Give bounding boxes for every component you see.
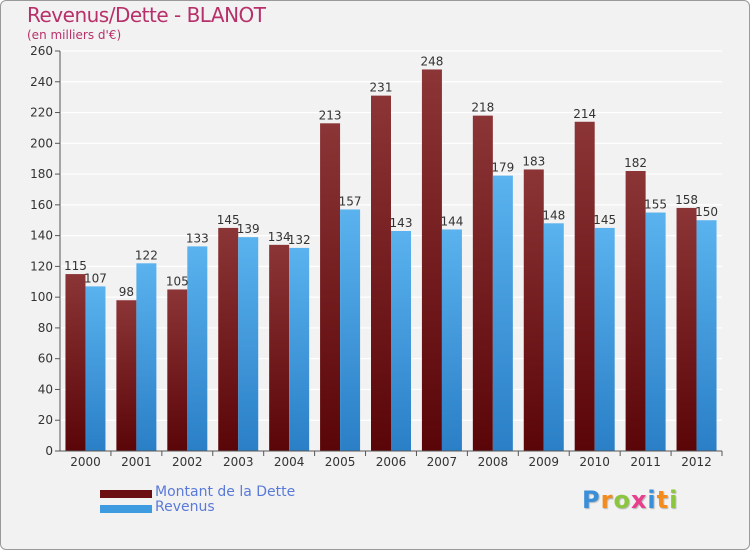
- bar-dette: [574, 121, 595, 452]
- x-tick-label: 2009: [528, 455, 559, 469]
- x-tick-label: 2003: [223, 455, 254, 469]
- bar-dette: [269, 244, 290, 451]
- y-tick-label: 240: [30, 75, 53, 89]
- logo-letter: i: [669, 486, 679, 514]
- logo-letter: P: [582, 486, 601, 514]
- y-tick-label: 0: [45, 444, 53, 458]
- chart-subtitle: (en milliers d'€): [27, 28, 122, 42]
- legend-label-dette: Montant de la Dette: [155, 484, 296, 500]
- chart-title: Revenus/Dette - BLANOT: [27, 3, 266, 27]
- data-label: 145: [217, 213, 240, 227]
- legend-label-revenus: Revenus: [155, 499, 215, 515]
- bar-revenus: [441, 229, 462, 451]
- data-label: 98: [119, 285, 134, 299]
- data-labels: 1151079812210513314513913413221315723114…: [64, 54, 718, 299]
- y-tick-label: 80: [38, 321, 53, 335]
- data-label: 183: [522, 154, 545, 168]
- data-label: 158: [675, 193, 698, 207]
- data-label: 214: [573, 107, 596, 121]
- data-label: 150: [695, 205, 718, 219]
- data-label: 143: [390, 216, 413, 230]
- bar-revenus: [543, 223, 564, 451]
- data-label: 157: [339, 194, 362, 208]
- bar-dette: [371, 95, 391, 451]
- bar-revenus: [136, 263, 157, 451]
- data-label: 115: [64, 259, 87, 273]
- y-tick-label: 60: [38, 352, 53, 366]
- data-label: 122: [135, 248, 158, 262]
- bar-revenus: [340, 209, 361, 451]
- data-label: 134: [268, 230, 291, 244]
- logo-letter: r: [600, 486, 614, 514]
- y-tick-label: 220: [30, 106, 53, 120]
- data-label: 213: [319, 108, 342, 122]
- x-tick-label: 2001: [121, 455, 152, 469]
- bar-dette: [676, 207, 697, 451]
- bar-revenus: [696, 220, 717, 451]
- bar-revenus: [85, 286, 106, 451]
- bar-revenus: [289, 247, 310, 451]
- bar-dette: [625, 171, 646, 451]
- y-tick-label: 20: [38, 413, 53, 427]
- x-tick-label: 2012: [681, 455, 712, 469]
- data-label: 182: [624, 156, 647, 170]
- x-tick-label: 2008: [478, 455, 509, 469]
- bar-dette: [116, 300, 137, 451]
- proxiti-logo: Proxiti: [582, 486, 678, 514]
- x-tick-label: 2007: [427, 455, 458, 469]
- x-tick-label: 2006: [376, 455, 407, 469]
- data-label: 248: [420, 54, 443, 68]
- bars: [65, 69, 717, 452]
- bar-dette: [65, 274, 86, 451]
- logo-letter: o: [613, 486, 631, 514]
- data-label: 107: [84, 271, 107, 285]
- bar-revenus: [594, 227, 615, 451]
- x-tick-label: 2005: [325, 455, 356, 469]
- y-tick-label: 160: [30, 198, 53, 212]
- legend-swatch-revenus: [100, 505, 152, 513]
- bar-revenus: [645, 212, 666, 451]
- bar-revenus: [187, 246, 208, 451]
- x-tick-label: 2011: [630, 455, 661, 469]
- bar-dette: [167, 289, 188, 451]
- y-tick-label: 260: [30, 44, 53, 58]
- y-tick-label: 40: [38, 382, 53, 396]
- y-tick-label: 140: [30, 229, 53, 243]
- data-label: 132: [288, 233, 311, 247]
- legend-swatch-dette: [100, 490, 152, 498]
- bar-dette: [523, 169, 544, 451]
- data-label: 145: [593, 213, 616, 227]
- data-label: 218: [471, 101, 494, 115]
- data-label: 148: [542, 208, 565, 222]
- bar-dette: [472, 115, 493, 451]
- bar-revenus: [492, 175, 513, 451]
- data-label: 105: [166, 274, 189, 288]
- axes: 0 20 40 60 80 100 120 140 160 180 200 220 240 260 2000…: [30, 44, 723, 469]
- bar-dette: [320, 123, 341, 452]
- y-tick-label: 200: [30, 136, 53, 150]
- y-tick-label: 100: [30, 290, 53, 304]
- bar-revenus: [391, 231, 411, 451]
- data-label: 139: [237, 222, 260, 236]
- bar-dette: [218, 227, 239, 451]
- x-tick-label: 2004: [274, 455, 305, 469]
- x-tick-label: 2002: [172, 455, 203, 469]
- x-tick-label: 2000: [70, 455, 101, 469]
- logo-letter: t: [656, 486, 670, 514]
- data-label: 144: [440, 214, 463, 228]
- data-label: 133: [186, 231, 209, 245]
- logo-letter: x: [630, 486, 648, 514]
- x-tick-label: 2010: [579, 455, 610, 469]
- y-tick-label: 180: [30, 167, 53, 181]
- data-label: 179: [491, 161, 514, 175]
- y-tick-label: 120: [30, 259, 53, 273]
- bar-revenus: [238, 237, 259, 451]
- bar-dette: [421, 69, 442, 451]
- logo-letter: i: [647, 486, 657, 514]
- data-label: 231: [370, 81, 393, 95]
- data-label: 155: [644, 198, 667, 212]
